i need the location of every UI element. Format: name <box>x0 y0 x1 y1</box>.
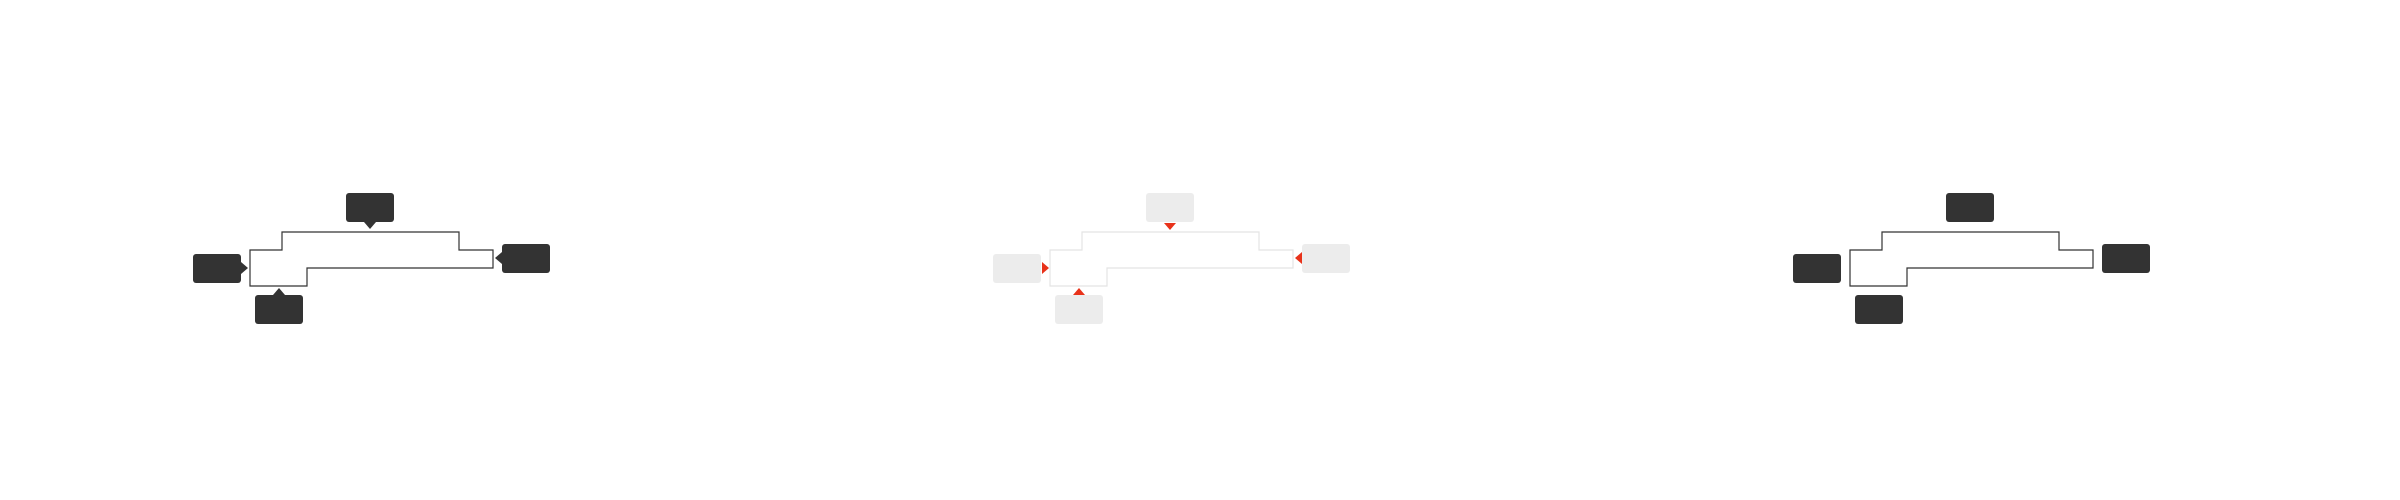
tag-bottom <box>1055 295 1103 324</box>
tag-bottom <box>1855 295 1903 324</box>
tag-right <box>502 244 550 273</box>
arrow-right <box>495 252 502 264</box>
tag-bottom <box>255 295 303 324</box>
tag-top <box>1146 193 1194 222</box>
stepped-shape-outline <box>1049 231 1294 287</box>
arrow-left <box>241 262 248 274</box>
shape-outline-svg <box>1849 231 2094 287</box>
tag-left <box>193 254 241 283</box>
tag-top <box>1946 193 1994 222</box>
arrow-bottom <box>1073 288 1085 295</box>
arrow-bottom <box>273 288 285 295</box>
stepped-shape-outline <box>1849 231 2094 287</box>
arrow-left <box>1042 262 1049 274</box>
tag-right <box>1302 244 1350 273</box>
arrow-top <box>1164 223 1176 230</box>
arrow-top <box>364 222 376 229</box>
stepped-shape-outline <box>249 231 494 287</box>
shape-outline-svg <box>249 231 494 287</box>
panel-tooltips-with-arrows <box>0 0 800 500</box>
tag-left <box>993 254 1041 283</box>
shape-outline-svg <box>1049 231 1294 287</box>
tag-left <box>1793 254 1841 283</box>
panel-labels-without-arrows <box>1600 0 2400 500</box>
tag-right <box>2102 244 2150 273</box>
arrow-right <box>1295 252 1302 264</box>
tag-top <box>346 193 394 222</box>
panel-arrow-highlight <box>800 0 1600 500</box>
